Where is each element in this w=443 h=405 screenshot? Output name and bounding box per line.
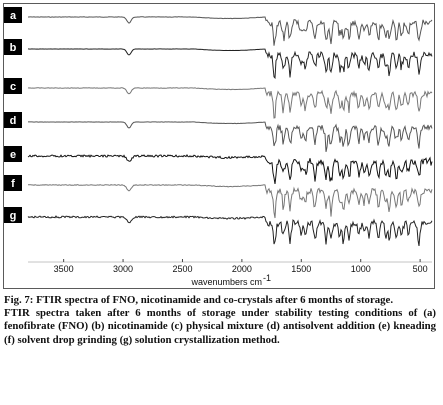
spectrum-line-e [27, 154, 433, 184]
spectrum-line-f [27, 184, 433, 219]
spectrum-line-c [27, 87, 433, 119]
series-label-b: b [10, 42, 17, 54]
x-tick-label-500: 500 [413, 264, 428, 274]
spectrum-line-b [27, 48, 433, 80]
series-label-box-f [4, 175, 22, 191]
series-label-e: e [10, 149, 16, 161]
figure-caption: Fig. 7: FTIR spectra of FNO, nicotinamid… [4, 294, 436, 347]
series-label-d: d [10, 115, 17, 127]
x-axis-label-superscript: -1 [263, 273, 271, 283]
x-axis-label: wavenumbers cm [190, 277, 262, 287]
x-tick-label-3000: 3000 [113, 264, 133, 274]
series-label-a: a [10, 10, 17, 22]
caption-body: FTIR spectra taken after 6 months of sto… [4, 307, 436, 346]
series-label-g: g [10, 210, 17, 222]
x-tick-label-2500: 2500 [172, 264, 192, 274]
caption-title: Fig. 7: FTIR spectra of FNO, nicotinamid… [4, 294, 394, 306]
spectrum-line-d [28, 121, 433, 152]
spectrum-line-a [28, 16, 433, 46]
series-label-box-e [4, 146, 22, 162]
x-tick-label-1000: 1000 [351, 264, 371, 274]
series-label-box-g [4, 207, 22, 223]
series-label-box-d [4, 112, 22, 128]
x-tick-label-1500: 1500 [291, 264, 311, 274]
series-label-box-b [4, 39, 22, 55]
ftir-spectra-chart: a b c d e f g 3500 3000 2500 2000 1500 1000 500 wavenu… [4, 7, 433, 287]
spectrum-line-g [27, 215, 433, 246]
series-label-f: f [11, 178, 15, 190]
x-tick-label-3500: 3500 [54, 264, 74, 274]
series-label-box-a [4, 7, 22, 23]
series-label-c: c [10, 81, 16, 93]
x-tick-label-2000: 2000 [232, 264, 252, 274]
series-label-box-c [4, 78, 22, 94]
